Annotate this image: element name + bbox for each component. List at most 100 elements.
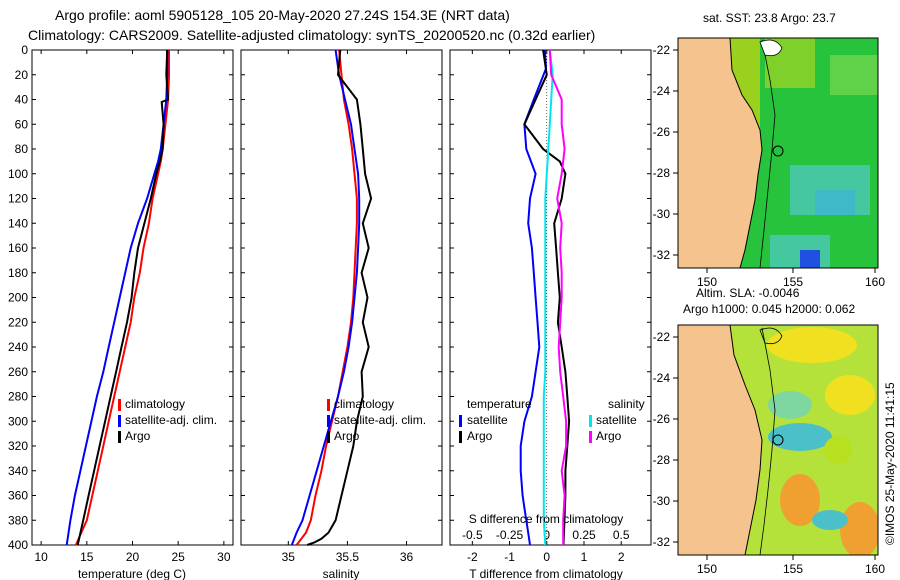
lat-tick-label: -28: [653, 453, 671, 467]
x-tick-label: 0: [543, 550, 550, 564]
lon-tick-label: 155: [783, 562, 803, 576]
lon-tick-label: 160: [865, 562, 885, 576]
lon-tick-label: 155: [783, 275, 803, 289]
series-line-2: [542, 49, 554, 546]
sla-longitude-ticks: 150 155 160: [697, 555, 885, 576]
depth-tick-label: 60: [15, 117, 29, 131]
legend-satellite-adj: satellite-adj. clim.: [125, 413, 217, 427]
x-tick-label: 36: [400, 550, 414, 564]
s-diff-tick-label: 0: [543, 528, 550, 542]
legend-swatch-sal-argo: [589, 431, 592, 443]
legend-temp-satellite: satellite: [467, 413, 508, 427]
lat-tick-label: -24: [653, 371, 671, 385]
lat-tick-label: -24: [653, 84, 671, 98]
temperature-axis-label: temperature (deg C): [78, 567, 186, 580]
lat-tick-label: -28: [653, 166, 671, 180]
lon-tick-label: 150: [697, 562, 717, 576]
legend-temp-argo: Argo: [467, 429, 493, 443]
sst-patch: [830, 55, 878, 95]
depth-tick-label: 280: [8, 390, 28, 404]
legend-sal-argo: Argo: [596, 429, 622, 443]
sla-latitude-ticks: -22 -24 -26 -28 -30 -32: [653, 330, 678, 549]
x-tick-label: 2: [618, 550, 625, 564]
depth-tick-label: 220: [8, 315, 28, 329]
sla-map: Altim. SLA: -0.0046 Argo h1000: 0.045 h2…: [653, 286, 886, 576]
sst-argo-location-marker: [772, 145, 784, 157]
depth-tick-label: 160: [8, 241, 28, 255]
series-line-3: [548, 49, 568, 545]
depth-tick-label: 200: [8, 291, 28, 305]
title-line-1: Argo profile: aoml 5905128_105 20-May-20…: [55, 7, 510, 23]
lat-tick-label: -26: [653, 125, 671, 139]
depth-tick-label: 180: [8, 266, 28, 280]
depth-tick-label: 300: [8, 414, 28, 428]
lat-tick-label: -32: [653, 535, 671, 549]
temperature-panel: 0 20 40 60 80 100 120 140 160 180 200 220 240 260 280 3…: [8, 43, 234, 580]
legend-swatch-temp-argo: [459, 431, 462, 443]
x-tick-label: -2: [467, 550, 478, 564]
sla-map-frame: [677, 324, 879, 556]
lon-tick-label: 150: [697, 275, 717, 289]
s-difference-axis-label: S difference from climatology: [469, 512, 624, 526]
sla-shelf-contour: [759, 327, 776, 555]
timestamp: ©IMOS 25-May-2020 11:41:15: [883, 382, 897, 545]
sst-latitude-ticks: -22 -24 -26 -28 -30 -32: [653, 43, 678, 262]
legend-temperature-header: temperature: [467, 397, 532, 411]
depth-tick-label: 80: [15, 142, 29, 156]
depth-tick-label: 380: [8, 513, 28, 527]
temperature-axis-ticks: 10 15 20 25 30: [34, 50, 231, 564]
depth-tick-label: 100: [8, 167, 28, 181]
legend-swatch-climatology: [118, 399, 121, 411]
difference-panel: -2 -1 0 1 2 -0.5 -0.25 0 0.25 0.5 T difference f…: [449, 49, 652, 580]
lat-tick-label: -26: [653, 412, 671, 426]
sla-low: [768, 391, 812, 419]
depth-tick-label: 0: [21, 43, 28, 57]
t-difference-axis-label: T difference from climatology: [469, 567, 623, 580]
depth-tick-label: 340: [8, 464, 28, 478]
depth-tick-label: 120: [8, 192, 28, 206]
legend-argo: Argo: [125, 429, 151, 443]
legend-salinity-header: salinity: [608, 397, 645, 411]
depth-tick-label: 320: [8, 439, 28, 453]
s-difference-axis-ticks: -0.5 -0.25 0 0.25 0.5: [462, 528, 630, 542]
s-diff-tick-label: -0.5: [462, 528, 483, 542]
depth-tick-label: 140: [8, 216, 28, 230]
sst-map-frame: [677, 37, 879, 269]
salinity-panel: 35 35.5 36 salinity climatology satellite-…: [240, 49, 443, 580]
legend-satellite-adj: satellite-adj. clim.: [334, 413, 426, 427]
legend-climatology: climatology: [125, 397, 185, 411]
legend-swatch-satellite-adj: [118, 415, 121, 427]
salinity-legend: climatology satellite-adj. clim. Argo: [327, 397, 426, 443]
depth-tick-label: 20: [15, 68, 29, 82]
x-tick-label: 10: [34, 550, 48, 564]
sst-land: [678, 38, 763, 268]
salinity-depth-ticks: [241, 49, 442, 546]
sla-argo-location-marker: [772, 434, 784, 446]
lon-tick-label: 160: [865, 275, 885, 289]
temperature-series: [65, 49, 170, 546]
lat-tick-label: -30: [653, 494, 671, 508]
temperature-legend: climatology satellite-adj. clim. Argo: [118, 397, 217, 443]
lat-tick-label: -30: [653, 207, 671, 221]
legend-climatology: climatology: [334, 397, 394, 411]
salinity-axis-ticks: 35 35.5 36: [282, 50, 414, 564]
depth-tick-label: 260: [8, 365, 28, 379]
depth-axis-ticks: 0 20 40 60 80 100 120 140 160 180 200 220 240 260 280 3…: [8, 43, 233, 552]
sst-map-title: sat. SST: 23.8 Argo: 23.7: [703, 11, 836, 25]
depth-tick-label: 240: [8, 340, 28, 354]
sla-cool-eddy: [812, 510, 848, 530]
series-line-0: [295, 49, 358, 546]
legend-swatch-argo: [327, 431, 330, 443]
legend-swatch-argo: [118, 431, 121, 443]
x-tick-label: 20: [126, 550, 140, 564]
sst-shelf-contour: [759, 39, 776, 268]
x-tick-label: 25: [172, 550, 186, 564]
series-line-1: [290, 49, 361, 546]
s-diff-tick-label: 0.25: [572, 528, 596, 542]
sla-low-core: [768, 423, 832, 451]
legend-swatch-sal-satellite: [589, 415, 592, 427]
x-tick-label: 1: [581, 550, 588, 564]
legend-swatch-temp-satellite: [459, 415, 462, 427]
t-difference-axis-ticks: -2 -1 0 1 2: [467, 50, 625, 564]
sst-cool-core: [815, 190, 855, 215]
